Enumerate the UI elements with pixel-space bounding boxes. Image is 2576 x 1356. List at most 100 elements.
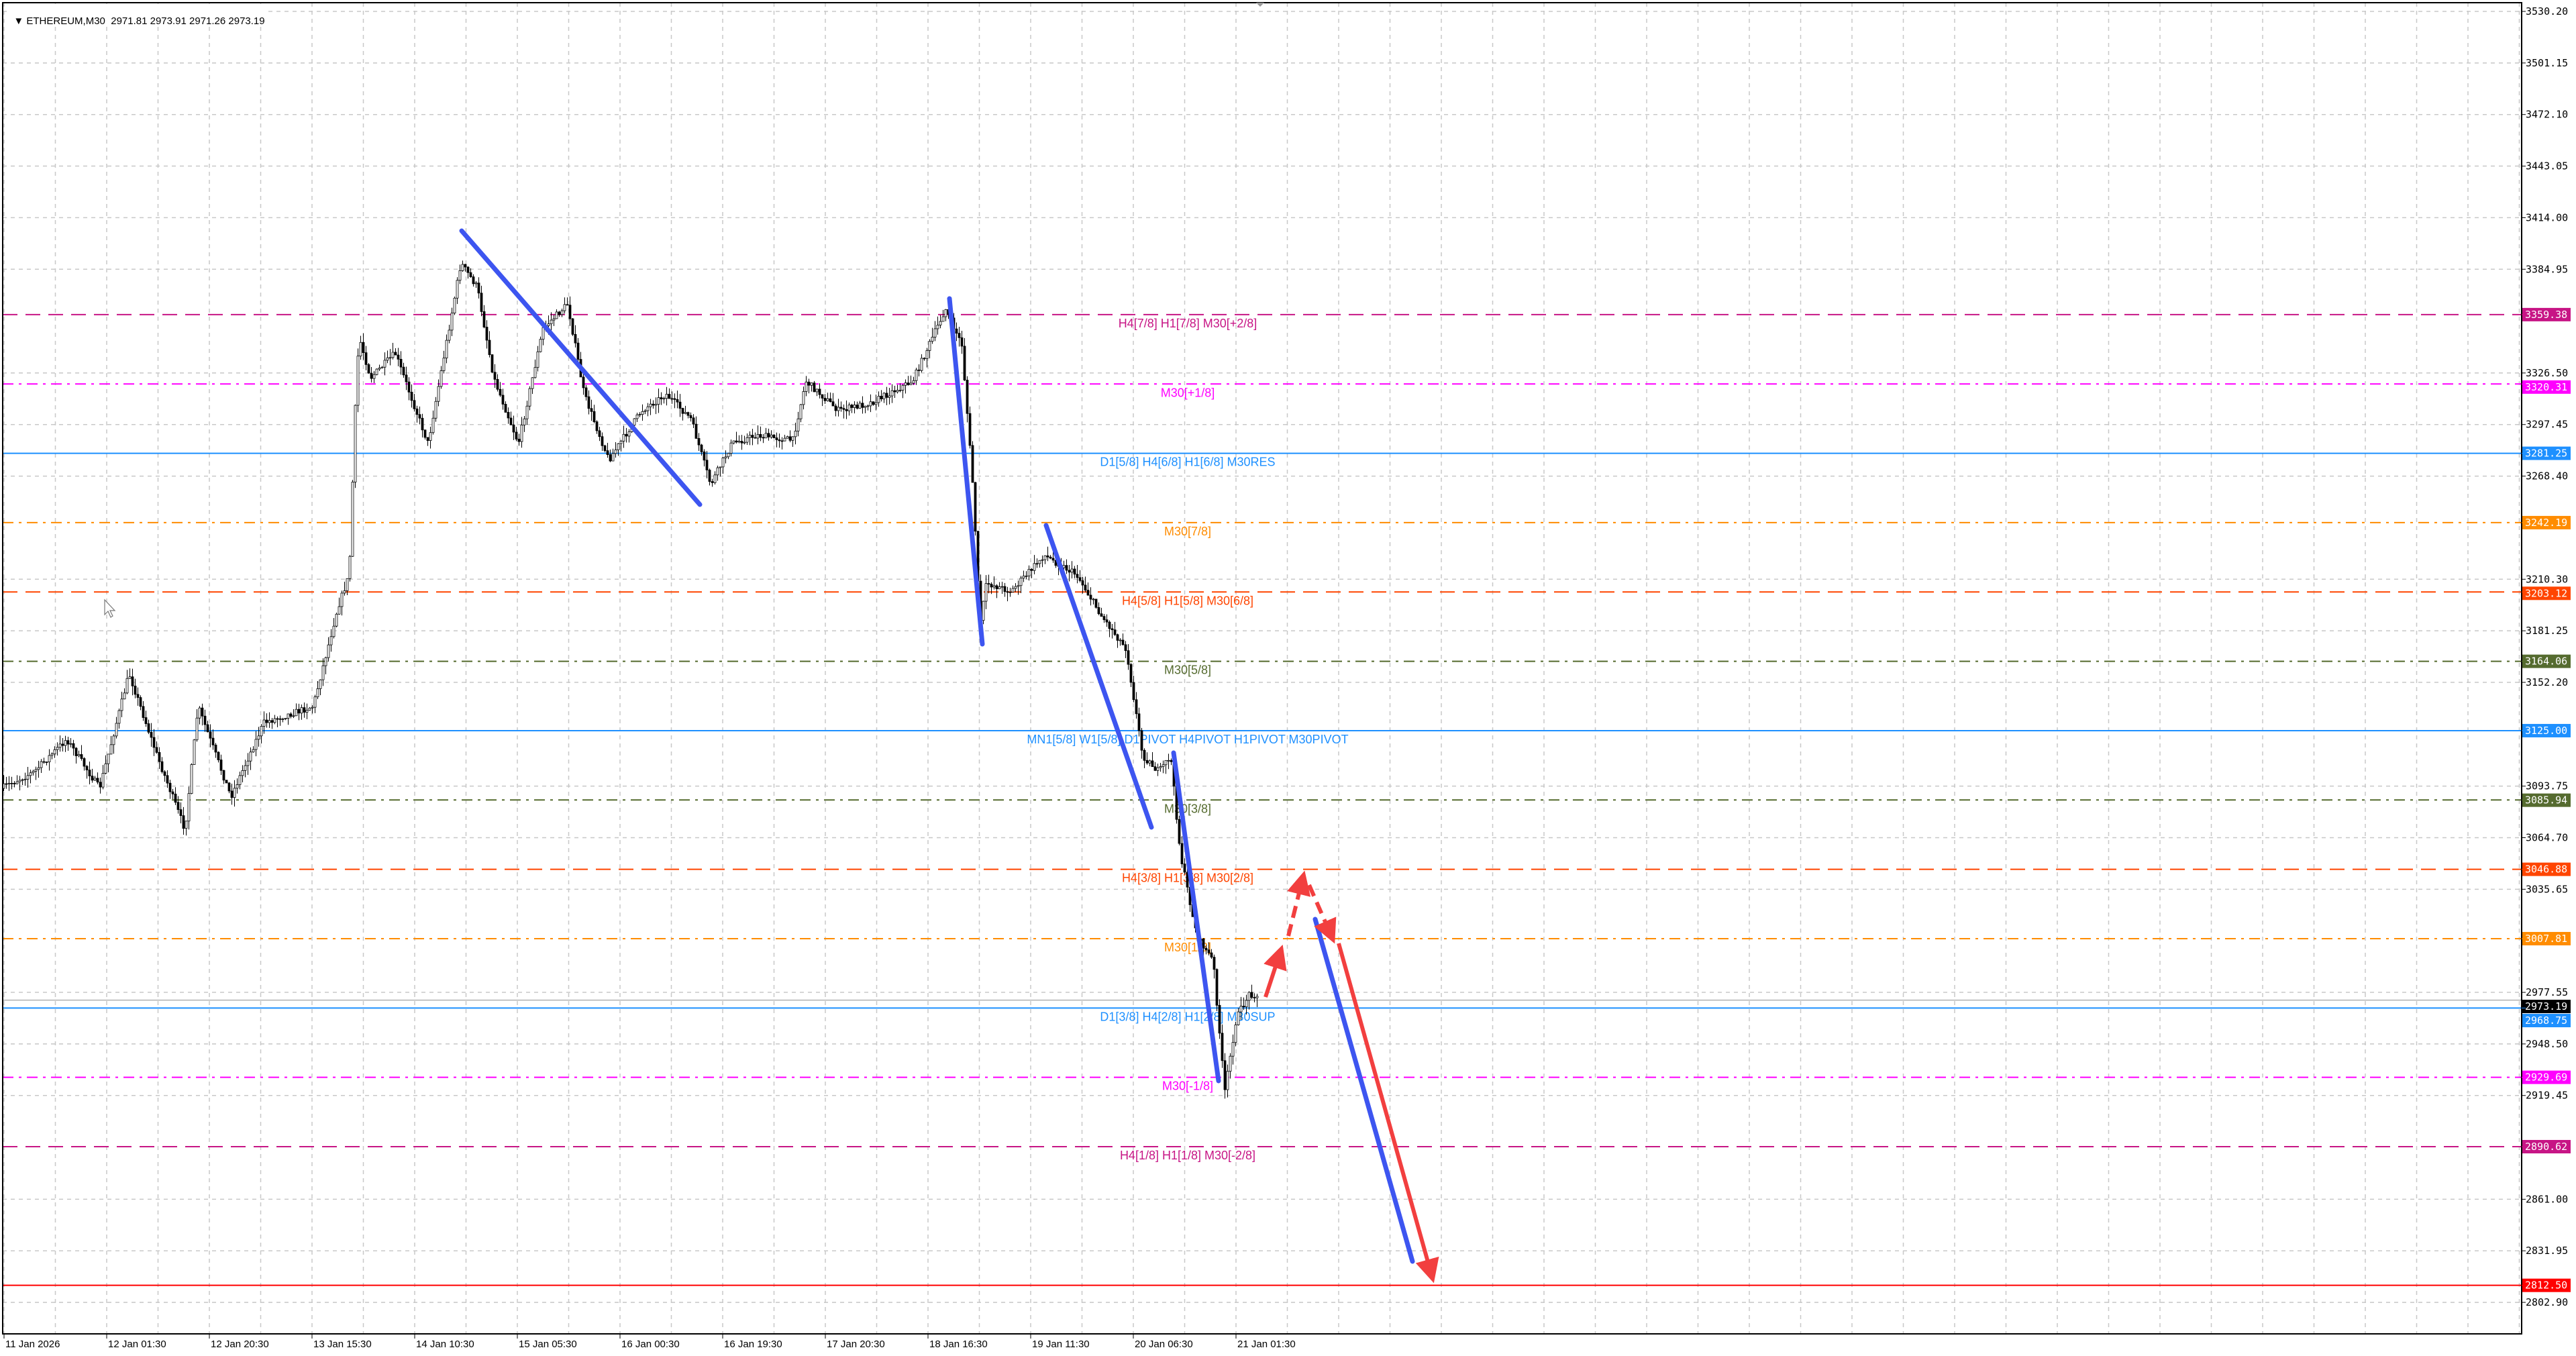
candle [729,439,733,457]
candle [147,719,150,735]
candle [504,401,507,413]
candle [638,412,641,417]
candle [1215,968,1219,1011]
candle [1081,577,1084,594]
candle [829,392,832,403]
candle [485,320,488,349]
candle [321,658,325,686]
candle [440,366,443,389]
candle [933,321,937,342]
candle [955,322,958,342]
candle [756,425,760,445]
candle [711,478,714,487]
candle [423,429,427,440]
level-price-value: 3125.00 [2525,725,2567,737]
candle [1159,762,1162,772]
candle [1124,641,1127,658]
price-axis[interactable]: 3530.20 3501.15 3472.10 3443.05 3414.00 3384.… [2522,5,2571,1308]
candle [214,743,217,758]
triangle-down-icon[interactable]: ▼ [13,15,27,27]
candle [134,678,137,698]
level-price-value: 2890.62 [2525,1141,2567,1153]
candle [42,758,46,764]
candle [1022,570,1025,582]
blue-trendline[interactable] [1312,917,1415,1264]
candle [1226,1064,1229,1098]
blue-trendline[interactable] [1171,750,1221,1084]
candle [15,775,19,784]
candle [1127,644,1130,670]
blue-trendline[interactable] [1043,523,1154,830]
candle [992,576,996,590]
candle [523,415,526,432]
candle [1105,614,1109,627]
candle [732,440,735,445]
red-dashed-arrow[interactable] [1307,884,1337,944]
candle [901,384,905,399]
candle [442,350,446,374]
time-axis[interactable]: 11 Jan 2026 12 Jan 01:30 12 Jan 20:30 13 Ja… [3,1334,1296,1350]
candle [566,297,569,306]
candle [378,364,381,371]
candle [461,260,464,272]
candle [1092,598,1095,605]
candle [1145,752,1149,765]
candle [491,354,494,374]
red-projection-arrow[interactable] [1264,944,1287,998]
candle [1006,586,1009,602]
candle [533,359,537,379]
candle [254,731,258,757]
candle [265,713,268,728]
candle [99,777,102,794]
trendline-drawings[interactable] [459,228,1439,1284]
candle [796,411,800,437]
candle [1167,753,1170,770]
red-dashed-arrow[interactable] [1286,870,1311,937]
candle [1143,748,1146,768]
candle [356,348,360,413]
candle [104,755,107,775]
price-tick-label: 3530.20 [2526,5,2568,17]
candle [1076,564,1079,584]
blue-trendline[interactable] [459,228,703,507]
candle [1245,994,1248,1015]
candle [928,339,931,359]
candle [273,715,276,725]
candle [252,746,255,753]
candle [241,765,244,782]
candle [767,428,770,441]
candle [1151,751,1154,768]
price-tick-label: 3035.65 [2526,883,2568,895]
candle [61,737,64,752]
candle [966,376,969,423]
candle [920,354,923,373]
price-tick-label: 3472.10 [2526,109,2568,121]
candle [501,388,505,410]
level-label: M30[-1/8] [1162,1080,1213,1093]
candle [324,656,327,675]
candle [643,409,647,415]
candle [402,362,405,378]
red-projection-arrow[interactable] [1337,943,1439,1284]
blue-trendline[interactable] [947,296,985,647]
candle [939,315,942,329]
candle [1180,836,1184,868]
candle [5,776,8,789]
candle [391,343,395,360]
candle [1237,1008,1240,1026]
candle [595,420,599,434]
candle [713,471,717,485]
candle [311,705,314,714]
candle [407,377,411,401]
candle [244,760,247,778]
candle [821,394,824,407]
candle [93,776,97,781]
chart-shift-marker[interactable] [1256,3,1264,7]
level-price-tag: 3320.31 [2522,380,2571,394]
candle [176,796,180,814]
price-tick-label: 2831.95 [2526,1245,2568,1257]
candle [861,396,864,414]
price-tick-label: 3268.40 [2526,470,2568,482]
